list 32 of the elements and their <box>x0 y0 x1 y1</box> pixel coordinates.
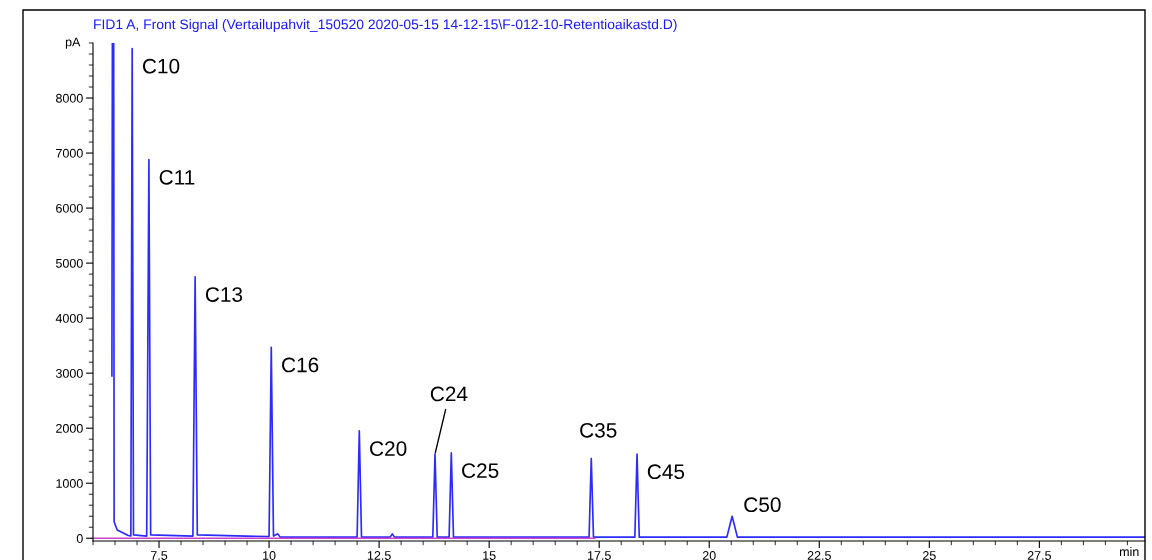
annotation: C20 <box>370 441 407 456</box>
y-tick-label: 1000 <box>56 479 83 488</box>
annotation: C24 <box>430 386 468 402</box>
x-tick-label: 25 <box>923 551 936 560</box>
y-tick-label: 5000 <box>55 258 83 268</box>
x-tick-label: 27.5 <box>1027 551 1051 560</box>
annotation: C45 <box>647 464 685 480</box>
y-tick-label: 8000 <box>56 93 83 103</box>
y-tick-label: 6000 <box>56 203 83 213</box>
x-tick-label: 7.5 <box>150 551 168 560</box>
annotation: C10 <box>142 58 180 74</box>
annotation: C35 <box>580 422 617 438</box>
x-tick-label: 15 <box>483 551 496 560</box>
x-tick-label: 12.5 <box>367 551 391 560</box>
y-tick-label: 3000 <box>55 368 83 378</box>
annotation: C50 <box>744 497 781 513</box>
x-axis-title: min <box>1119 546 1139 557</box>
x-tick-label: 17.5 <box>587 551 611 560</box>
x-tick-label: 20 <box>702 551 716 560</box>
chart-title: FID1 A, Front Signal (Vertailupahvit_150520 2020-05-15 14-12-15\F-012-10-Retentioaikastd.D) <box>94 19 677 32</box>
y-tick-label: 2000 <box>56 423 83 433</box>
y-tick-label: 7000 <box>56 148 83 158</box>
x-tick-label: 22.5 <box>807 551 831 560</box>
x-tick-label: 10 <box>263 551 276 560</box>
annotation: C25 <box>462 463 499 478</box>
y-tick-label: 4000 <box>55 313 83 323</box>
annotation: C13 <box>205 287 243 302</box>
y-axis-title: pA <box>65 37 81 49</box>
annotation: C16 <box>282 357 319 373</box>
y-tick-label: 0 <box>76 534 83 543</box>
annotation: C11 <box>159 169 195 185</box>
line-series <box>111 43 1145 538</box>
